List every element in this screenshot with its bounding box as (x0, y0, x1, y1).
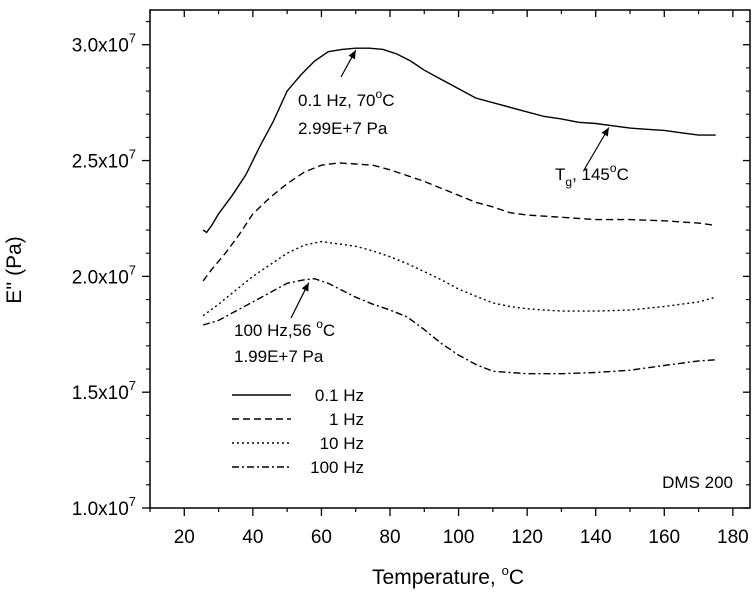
legend-label: 100 Hz (310, 458, 364, 477)
x-tick-label: 120 (511, 527, 543, 548)
x-tick-label: 100 (443, 527, 475, 548)
annotation-arrow-2-head (301, 282, 309, 292)
y-tick-label: 1.0x107 (72, 494, 136, 520)
plot-frame (149, 9, 751, 509)
annotation-text-1b: 2.99E+7 Pa (298, 119, 388, 138)
annotation-text-3: Tg, 145oC (555, 161, 629, 189)
annotation-arrow-3-head (601, 127, 609, 137)
y-tick-label: 1.5x107 (72, 378, 136, 404)
x-tick-label: 160 (648, 527, 680, 548)
y-axis-label: E'' (Pa) (3, 236, 26, 304)
annotation-text-2: 100 Hz,56 oC (234, 317, 335, 340)
x-tick-label: 40 (242, 527, 263, 548)
series-line-3 (202, 240, 716, 317)
x-tick-label: 140 (580, 527, 612, 548)
legend-label: 0.1 Hz (315, 386, 364, 405)
x-tick-label: 80 (379, 527, 400, 548)
x-tick-label: 60 (311, 527, 332, 548)
annotation-text-1: 0.1 Hz, 70oC (298, 87, 394, 110)
x-axis-label: Temperature, oC (372, 563, 524, 589)
y-tick-label: 2.0x107 (72, 262, 136, 288)
annotation-text-2b: 1.99E+7 Pa (234, 347, 324, 366)
instrument-label: DMS 200 (662, 473, 733, 492)
series-line-1 (202, 47, 716, 234)
y-tick-label: 3.0x107 (72, 31, 136, 57)
axis-ticks: 20 40 60 80 100 120 140 160 180 1.0x107 1.5x107 2.0… (72, 10, 750, 548)
data-series (202, 47, 716, 375)
series-line-2 (202, 162, 716, 282)
annotations: 0.1 Hz, 70oC 2.99E+7 Pa 100 Hz,56 oC 1.99E+… (234, 49, 629, 366)
axes-frame (149, 9, 751, 509)
legend-label: 1 Hz (329, 410, 364, 429)
legend-label: 10 Hz (320, 434, 364, 453)
annotation-arrow-1-head (348, 50, 356, 60)
x-tick-label: 20 (174, 527, 195, 548)
legend: 0.1 Hz 1 Hz 10 Hz 100 Hz (232, 386, 364, 477)
y-tick-label: 2.5x107 (72, 147, 136, 173)
x-tick-label: 180 (717, 527, 749, 548)
series-line-4 (202, 277, 716, 375)
